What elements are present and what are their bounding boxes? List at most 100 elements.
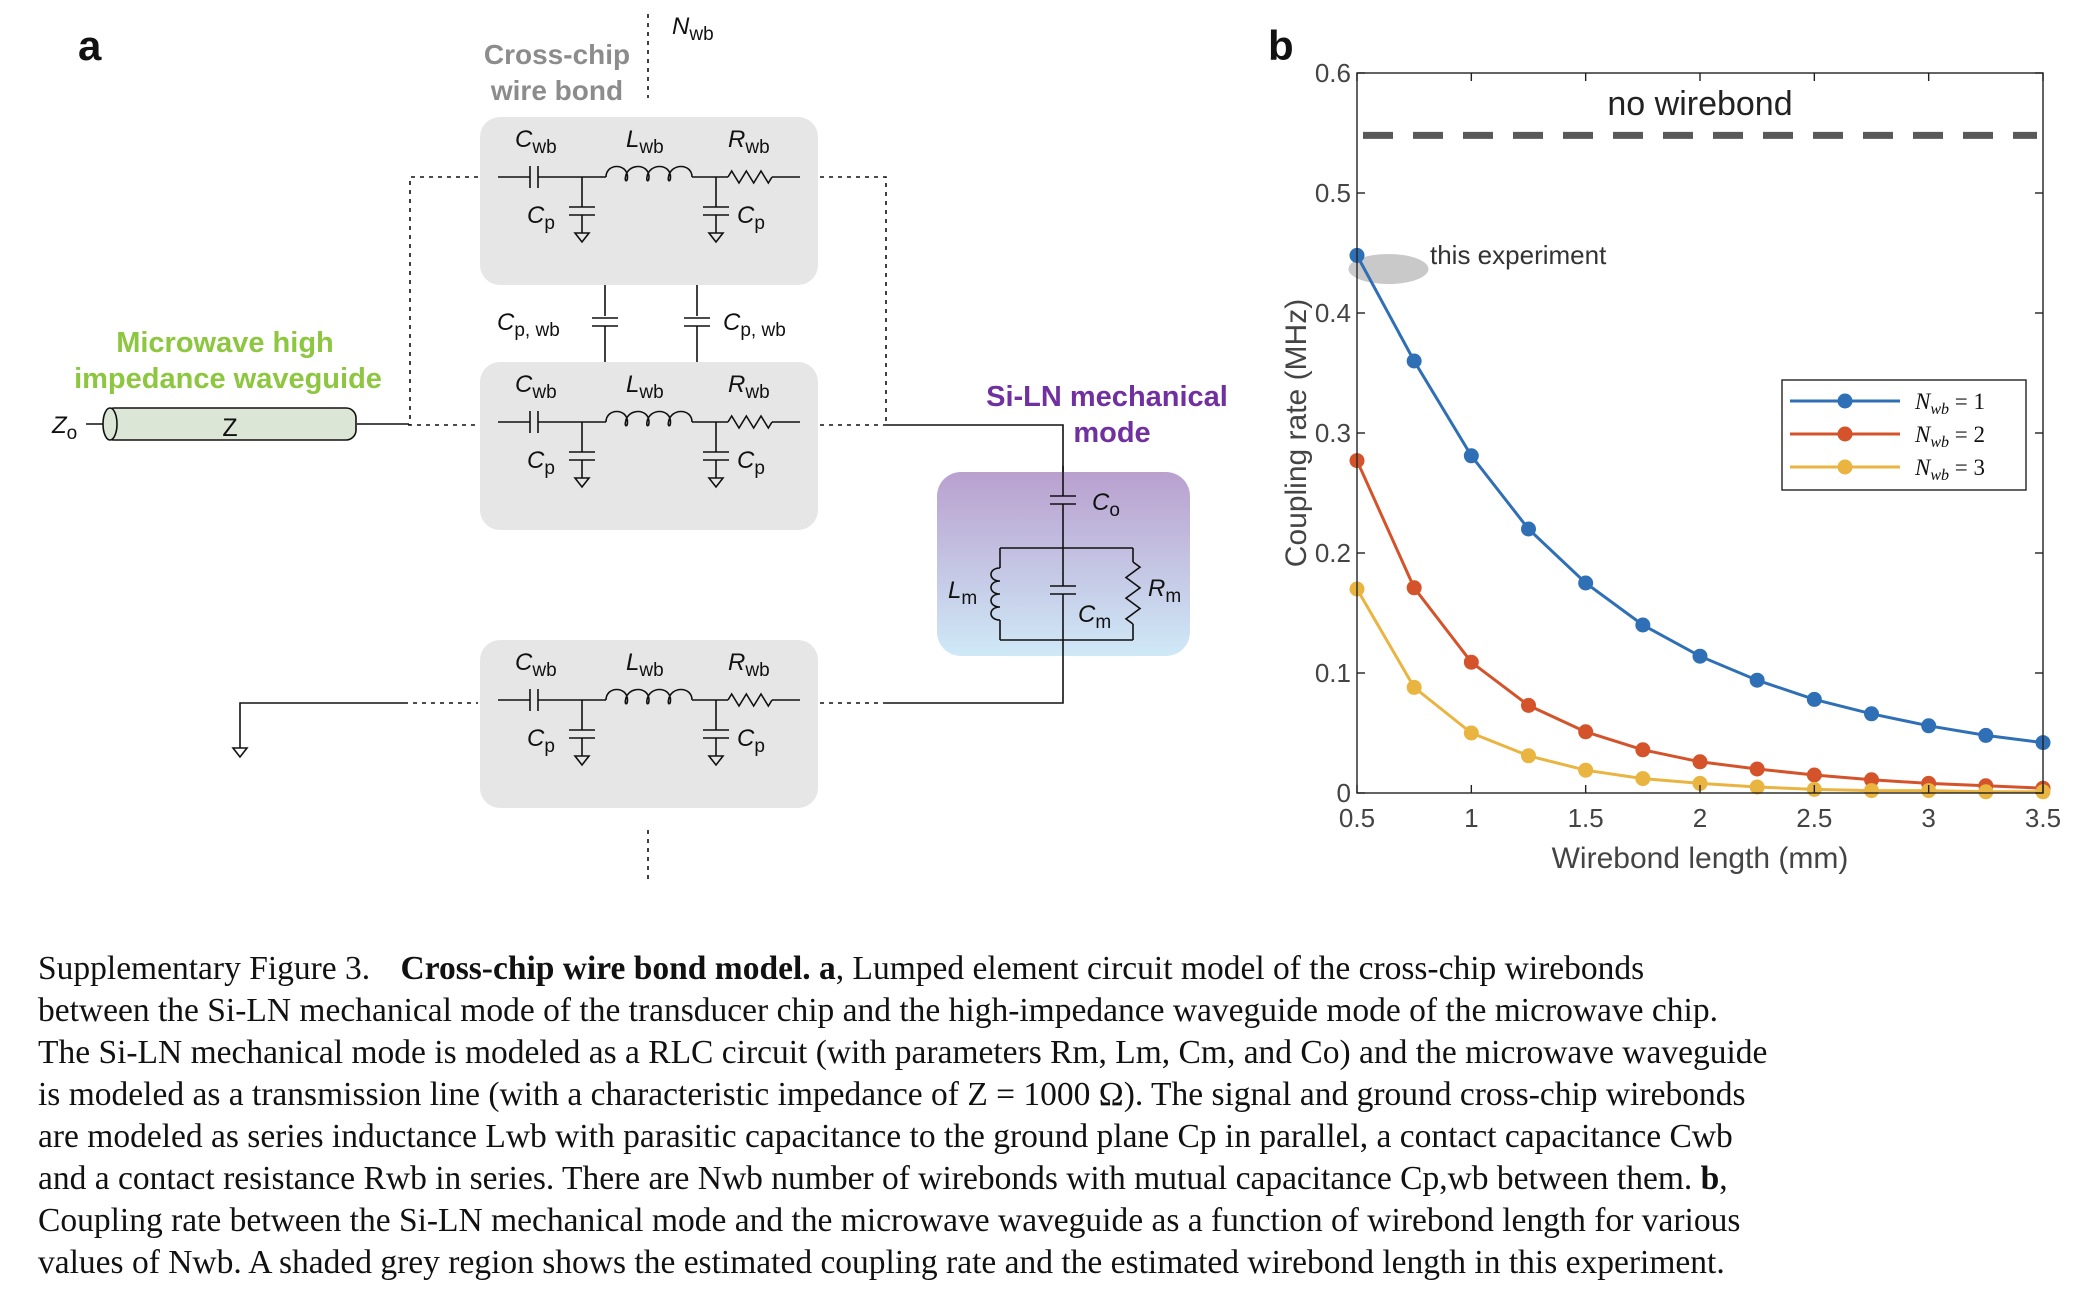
legend-label-3: Nwb = 3	[1914, 455, 1985, 484]
series-2-point	[1521, 697, 1536, 713]
cwb-label-main: C	[515, 649, 533, 676]
caption-line-5: are modeled as series inductance Lwb wit…	[38, 1118, 1733, 1155]
series-1-point	[1692, 648, 1708, 664]
series-line-2	[1355, 459, 2044, 790]
series-1-point	[1864, 706, 1879, 722]
cp-left-label-sub: p	[544, 736, 555, 757]
cm-label: Cm	[1078, 601, 1111, 633]
cwb-label-main: C	[515, 126, 533, 153]
mech-title-2: mode	[1073, 417, 1150, 449]
lwb-label: Lwb	[626, 649, 664, 681]
caption-line-6-text: and a contact resistance Rwb in series. …	[38, 1160, 1693, 1197]
lm-inductor	[990, 567, 1001, 621]
caption-line-6: and a contact resistance Rwb in series. …	[38, 1158, 2076, 1200]
z-label: Z	[222, 414, 237, 442]
rm-label: Rm	[1148, 575, 1181, 607]
cp-right-label-sub: p	[754, 213, 765, 234]
wirebond-box-bg	[480, 362, 818, 530]
series-1-point	[1978, 727, 1994, 743]
z0-label: Zo	[51, 412, 77, 444]
series-2-point	[1864, 772, 1879, 788]
rwb-label-main: R	[728, 126, 745, 153]
wirebond-box-bg	[480, 640, 818, 808]
y-axis-label: Coupling rate (MHz)	[1280, 299, 1313, 567]
y-tick-label: 0.6	[1315, 58, 1351, 88]
lwb-label-main: L	[626, 649, 639, 676]
series-1-point	[1406, 353, 1422, 369]
mech-title-1: Si-LN mechanical	[986, 381, 1228, 413]
lwb-label: Lwb	[626, 371, 664, 403]
series-3-point	[1749, 779, 1765, 795]
z0-label-sub: o	[67, 423, 78, 444]
y-tick-label: 0.2	[1315, 538, 1351, 568]
lwb-label: Lwb	[626, 126, 664, 158]
y-tick-label: 0	[1337, 778, 1351, 808]
legend-label-1: Nwb = 1	[1914, 389, 1985, 418]
cp-left-ground-triangle	[573, 232, 591, 244]
series-3-point	[1521, 748, 1536, 764]
legend-n: N	[1914, 389, 1932, 414]
rm-label-sub: m	[1165, 586, 1181, 607]
cp-left-ground-triangle	[573, 477, 591, 489]
legend-marker-3	[1837, 459, 1853, 475]
series-2-point	[1463, 654, 1479, 670]
cpwb-left-label-sub: p, wb	[514, 320, 559, 341]
caption-line-8: values of Nwb. A shaded grey region show…	[38, 1244, 1725, 1281]
cp-right-ground-triangle	[707, 477, 725, 489]
rwb-label-main: R	[728, 649, 745, 676]
legend-sub: wb	[1930, 401, 1949, 418]
rwb-label-main: R	[728, 371, 745, 398]
cwb-label-sub: wb	[531, 137, 556, 158]
cwb-label-sub: wb	[531, 382, 556, 403]
lwb-label-sub: wb	[638, 137, 663, 158]
cwb-label-sub: wb	[531, 660, 556, 681]
series-2-point	[1635, 742, 1651, 758]
co-label: Co	[1092, 489, 1120, 521]
legend-label-2: Nwb = 2	[1914, 422, 1985, 451]
caption-line-4: is modeled as a transmission line (with …	[38, 1076, 1746, 1113]
cp-right-label: Cp	[737, 202, 765, 234]
series-3-point	[1406, 679, 1422, 695]
lm-label-main: L	[948, 577, 961, 604]
rwb-resistor	[727, 414, 773, 430]
series-2-point	[1692, 754, 1708, 770]
n-wb-label: Nwb	[672, 13, 714, 45]
series-line-1	[1355, 254, 2044, 745]
cp-left-label-main: C	[527, 447, 545, 474]
caption-label: Supplementary Figure 3.	[38, 950, 371, 987]
series-2-point	[1578, 724, 1594, 740]
series-2-point	[1749, 761, 1765, 777]
series-1-point	[1749, 672, 1765, 688]
lwb-inductor	[605, 165, 693, 182]
series-1-point	[1521, 521, 1536, 537]
dashed-link-top-right	[820, 176, 887, 425]
lwb-inductor	[605, 688, 693, 705]
caption-panel-a-ref: a	[819, 950, 836, 987]
waveguide-end-cap	[102, 407, 118, 441]
cp-left-label: Cp	[527, 202, 555, 234]
co-label-main: C	[1092, 489, 1110, 516]
y-tick-label: 0.3	[1315, 418, 1351, 448]
rwb-label: Rwb	[728, 649, 770, 681]
legend-marker-1	[1837, 393, 1853, 409]
series-3-point	[1978, 784, 1994, 800]
waveguide-title-2: impedance waveguide	[74, 363, 382, 395]
cm-label-main: C	[1078, 601, 1096, 628]
lwb-label-main: L	[626, 371, 639, 398]
series-3-point	[1463, 725, 1479, 741]
cp-left-label-sub: p	[544, 458, 555, 479]
x-tick-label: 1	[1464, 803, 1478, 833]
rm-resistor	[1124, 561, 1142, 625]
z0-label-main: Z	[51, 412, 68, 439]
cpwb-left-label-main: C	[497, 309, 515, 336]
caption-line-6-end: ,	[1719, 1160, 1728, 1197]
cp-left-label: Cp	[527, 725, 555, 757]
series-1-point	[1806, 691, 1822, 707]
ground-return-triangle	[231, 747, 249, 759]
series-3-point	[1578, 762, 1594, 778]
series-1-point	[1578, 575, 1594, 591]
